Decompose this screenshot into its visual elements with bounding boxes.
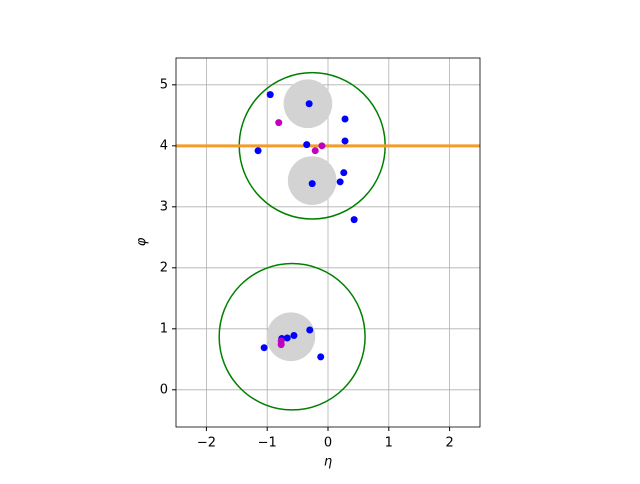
y-tick-label: 4: [160, 138, 168, 153]
y-tick-label: 0: [160, 382, 168, 397]
point: [350, 216, 358, 224]
point: [308, 180, 316, 188]
point: [318, 142, 326, 150]
point: [275, 119, 283, 127]
ring: [218, 262, 366, 411]
point: [340, 169, 348, 177]
y-axis-label: φ: [135, 237, 150, 246]
point: [277, 341, 285, 349]
y-tick-label: 5: [160, 77, 168, 92]
point: [336, 178, 344, 186]
x-tick-label: 0: [324, 436, 332, 451]
x-tick-label: 1: [385, 436, 393, 451]
point: [341, 137, 349, 145]
point: [311, 147, 319, 155]
point: [266, 91, 274, 99]
plot-area: [176, 71, 480, 411]
x-tick-label: −2: [197, 436, 216, 451]
point: [283, 334, 291, 342]
point: [341, 115, 349, 123]
x-axis-label: η: [324, 455, 332, 470]
point: [306, 326, 314, 334]
point: [260, 344, 268, 352]
y-tick-label: 2: [160, 260, 168, 275]
x-tick-label: 2: [445, 436, 453, 451]
point: [290, 332, 298, 340]
x-tick-label: −1: [258, 436, 277, 451]
point: [305, 100, 313, 108]
y-tick-label: 1: [160, 321, 168, 336]
point: [303, 141, 311, 149]
point: [254, 147, 262, 155]
y-tick-label: 3: [160, 199, 168, 214]
point: [317, 353, 325, 361]
